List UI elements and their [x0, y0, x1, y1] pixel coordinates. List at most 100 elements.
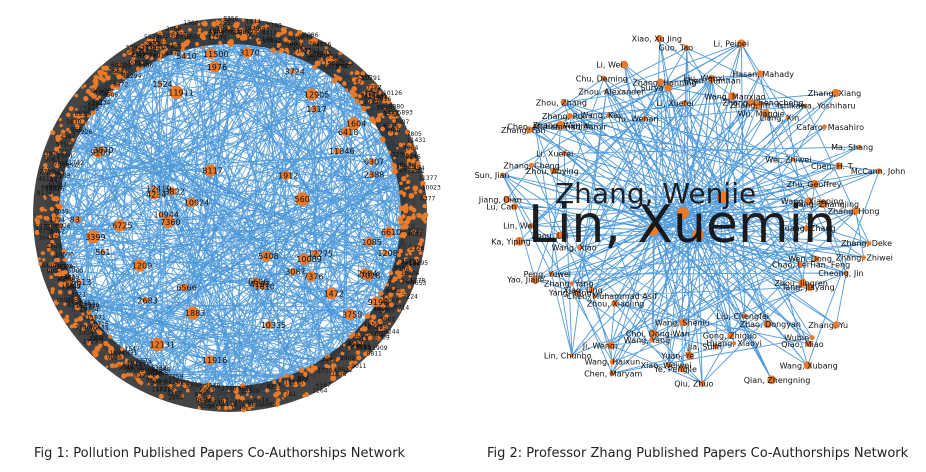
- network-2-node: [664, 83, 673, 92]
- ring-node: [405, 129, 410, 135]
- ring-node: [326, 364, 331, 369]
- ring-node: [160, 49, 165, 55]
- network-1-node-label: 3170: [239, 49, 259, 58]
- ring-node: [70, 277, 73, 280]
- ring-node: [292, 381, 299, 388]
- ring-node: [406, 179, 411, 185]
- ring-node-label: 7891: [149, 53, 164, 60]
- network-2-node: [728, 92, 737, 101]
- ring-node-label: 10462: [45, 170, 64, 177]
- network-2-node-label: Zhang, Hanning: [632, 78, 696, 87]
- ring-node-label: 1617: [186, 34, 201, 41]
- network-1-node-label: 83: [70, 216, 80, 225]
- ring-node: [413, 256, 420, 263]
- ring-node: [234, 387, 239, 392]
- ring-node: [75, 124, 80, 130]
- ring-node-label: 6359: [383, 109, 398, 116]
- ring-node-label: 11857: [58, 163, 77, 170]
- ring-node: [340, 351, 345, 356]
- ring-node: [217, 29, 223, 36]
- ring-node-label: 8424: [164, 379, 179, 386]
- ring-node-label: 11033: [293, 48, 312, 55]
- ring-node-label: 8787: [336, 63, 351, 70]
- ring-node-label: 3206: [405, 154, 420, 161]
- ring-node: [238, 27, 245, 34]
- ring-node: [335, 358, 339, 362]
- ring-node: [392, 168, 398, 175]
- ring-node: [396, 147, 399, 150]
- ring-node: [59, 123, 63, 128]
- ring-node: [413, 191, 418, 195]
- ring-node-label: 1360: [183, 20, 198, 27]
- network-1-node-label: 5410: [176, 52, 196, 61]
- network-1-node: [114, 219, 127, 232]
- ring-node: [411, 207, 417, 213]
- ring-node: [68, 130, 72, 134]
- network-1-node-label: 3822: [164, 187, 184, 196]
- ring-node-label: 1503: [324, 61, 339, 68]
- ring-node-label: 7226: [77, 129, 92, 136]
- network-1-node: [74, 216, 82, 224]
- ring-node-label: 6971: [400, 167, 415, 174]
- hub-label-lin-xuemin: Lin, Xuemin: [528, 195, 836, 255]
- ring-node: [330, 368, 334, 372]
- network-1-node: [133, 259, 146, 272]
- ring-node-label: 1561: [384, 111, 399, 118]
- ring-node-label: 9685: [379, 308, 394, 315]
- ring-node: [306, 367, 311, 372]
- ring-node: [347, 61, 352, 66]
- ring-node: [34, 230, 40, 235]
- network-2-node: [805, 197, 813, 206]
- network-2-node: [737, 39, 746, 48]
- ring-node-label: 10733: [323, 63, 342, 70]
- network-2-node: [763, 320, 772, 329]
- network-2-node-label: Zhang, Hong: [828, 207, 880, 216]
- ring-node: [388, 322, 391, 326]
- network-2-node-label: Wang, Yang: [624, 336, 670, 345]
- ring-node: [85, 314, 90, 319]
- ring-node-label: 6926: [65, 280, 80, 287]
- ring-node: [404, 187, 408, 191]
- network-2-node: [741, 313, 748, 319]
- ring-node-label: 3942: [316, 51, 331, 58]
- ring-node: [68, 141, 72, 145]
- ring-node: [72, 146, 75, 150]
- ring-node: [197, 393, 202, 399]
- ring-node: [312, 64, 318, 70]
- network-2-node: [708, 77, 715, 84]
- ring-node: [351, 332, 357, 338]
- ring-node: [391, 112, 396, 116]
- ring-node-label: 8044: [58, 263, 73, 270]
- network-2-node: [528, 222, 534, 229]
- ring-node: [135, 66, 141, 72]
- ring-node: [221, 398, 227, 404]
- ring-node-label: 5940: [84, 302, 99, 309]
- ring-node: [398, 219, 404, 225]
- ring-node: [125, 372, 130, 377]
- ring-node: [403, 257, 408, 262]
- network-1-node-label: 3758: [342, 311, 362, 320]
- ring-node: [397, 292, 403, 298]
- network-1-node: [162, 215, 175, 228]
- ring-node: [178, 29, 184, 35]
- ring-node: [144, 54, 149, 60]
- ring-node: [404, 161, 409, 166]
- ring-node: [299, 380, 306, 387]
- ring-node: [59, 144, 62, 148]
- ring-node: [148, 374, 153, 379]
- ring-node-label: 4846: [373, 306, 388, 313]
- network-1-node: [209, 61, 221, 73]
- ring-node: [233, 28, 238, 34]
- ring-node: [53, 272, 58, 276]
- ring-node: [408, 165, 415, 172]
- ring-node: [103, 65, 110, 71]
- ring-node-label: 8370: [186, 382, 201, 389]
- ring-node: [49, 275, 53, 280]
- network-2-node-label: Zhou, Lei: [531, 231, 568, 240]
- ring-node-label: 8662: [386, 288, 401, 295]
- network-2-node-label: Zhang, Jin: [730, 101, 770, 110]
- ring-node: [354, 98, 360, 104]
- ring-node: [387, 124, 393, 129]
- ring-node-label: 6738: [39, 228, 54, 235]
- ring-node: [274, 401, 280, 407]
